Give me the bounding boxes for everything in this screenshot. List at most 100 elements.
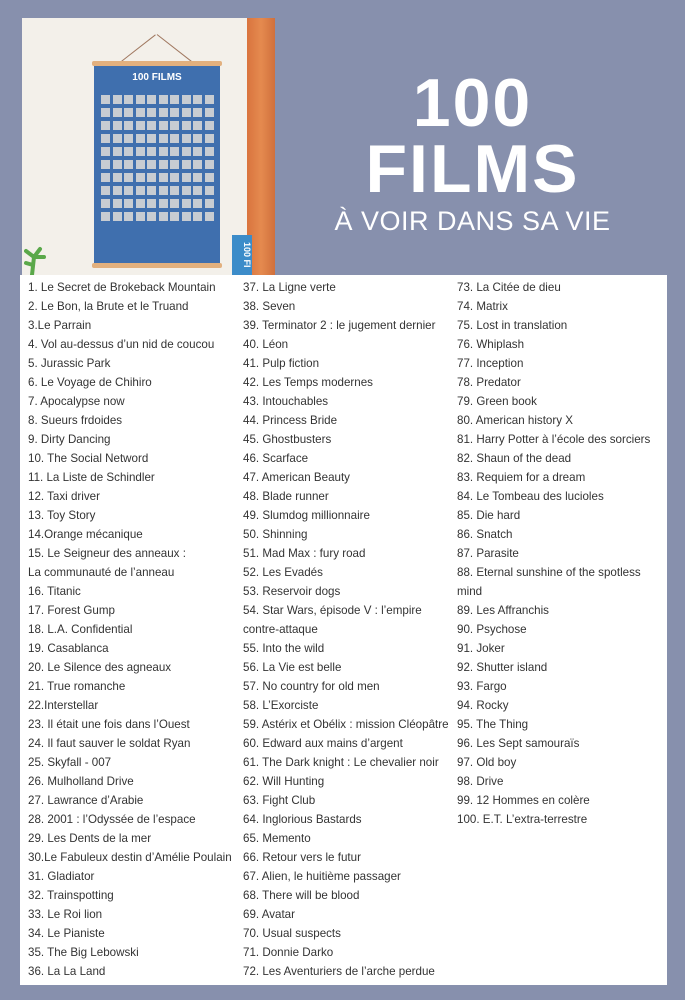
title-subtitle: À VOIR DANS SA VIE (334, 206, 611, 236)
film-item: 70. Usual suspects (243, 927, 341, 940)
film-item: 43. Intouchables (243, 395, 329, 408)
film-item: 8. Sueurs frdoides (28, 414, 123, 427)
poster-cell (101, 134, 110, 143)
poster-cell (204, 134, 214, 143)
film-item: 91. Joker (457, 642, 505, 655)
film-item: 62. Will Hunting (243, 775, 325, 788)
poster-cell (181, 134, 191, 143)
poster-cell (124, 147, 133, 156)
film-item: 69. Avatar (243, 908, 295, 921)
poster-cell (158, 121, 168, 130)
poster-cell (101, 147, 110, 156)
poster-cell (204, 147, 214, 156)
poster-cell (147, 121, 156, 130)
film-item: 90. Psychose (457, 623, 527, 636)
poster-cell (147, 212, 156, 221)
film-item: 16. Titanic (28, 585, 81, 598)
film-item: 12. Taxi driver (28, 490, 100, 503)
film-item: 42. Les Temps modernes (243, 376, 373, 389)
film-item: 29. Les Dents de la mer (28, 832, 152, 845)
poster-cell (193, 121, 202, 130)
poster-cell (124, 121, 133, 130)
film-item: 10. The Social Netword (28, 452, 149, 465)
poster-cell (112, 212, 122, 221)
poster-cell (124, 95, 133, 104)
poster-cell (135, 134, 145, 143)
poster-cell (170, 173, 179, 182)
poster-cell (158, 186, 168, 195)
film-item: 6. Le Voyage de Chihiro (28, 376, 152, 389)
poster-cell (135, 212, 145, 221)
film-item: 37. La Ligne verte (243, 281, 336, 294)
film-item: 57. No country for old men (243, 680, 380, 693)
poster-cell (135, 173, 145, 182)
poster-cell (170, 108, 179, 117)
poster-cell (135, 108, 145, 117)
film-item: 47. American Beauty (243, 471, 350, 484)
film-item: 14.Orange mécanique (28, 528, 143, 541)
film-item: 79. Green book (457, 395, 537, 408)
poster-cell (135, 199, 145, 208)
film-item: 48. Blade runner (243, 490, 329, 503)
film-column-1: 1. Le Secret de Brokeback Mountain 2. Le … (28, 278, 232, 981)
film-item: 45. Ghostbusters (243, 433, 332, 446)
film-item: 94. Rocky (457, 699, 509, 712)
film-item: 34. Le Pianiste (28, 927, 105, 940)
film-item: 67. Alien, le huitième passager (243, 870, 401, 883)
film-item: 46. Scarface (243, 452, 309, 465)
film-item: 26. Mulholland Drive (28, 775, 134, 788)
film-item: 2. Le Bon, la Brute et le Truand (28, 300, 189, 313)
film-item: 1. Le Secret de Brokeback Mountain (28, 281, 216, 294)
poster-cell (193, 95, 202, 104)
poster-cell (101, 160, 110, 169)
poster-cell (170, 147, 179, 156)
film-item: 19. Casablanca (28, 642, 109, 655)
film-item: 36. La La Land (28, 965, 106, 978)
poster-cell (181, 186, 191, 195)
hanging-string (156, 34, 193, 63)
scratch-poster: 100 FILMS (94, 65, 220, 265)
film-item: 66. Retour vers le futur (243, 851, 361, 864)
poster-cell (147, 186, 156, 195)
film-item: 40. Léon (243, 338, 289, 351)
poster-cell (193, 186, 202, 195)
poster-cell (158, 160, 168, 169)
film-item: 96. Les Sept samouraïs (457, 737, 580, 750)
film-item: 52. Les Evadés (243, 566, 323, 579)
film-item: 97. Old boy (457, 756, 517, 769)
poster-cell (124, 212, 133, 221)
poster-cell (193, 199, 202, 208)
film-column-2: 37. La Ligne verte 38. Seven 39. Terminato… (243, 278, 449, 981)
poster-cell (181, 95, 191, 104)
film-item: 58. L’Exorciste (243, 699, 319, 712)
film-item: 86. Snatch (457, 528, 513, 541)
poster-cell (124, 160, 133, 169)
poster-cell (101, 212, 110, 221)
poster-cell (181, 108, 191, 117)
film-item: 88. Eternal sunshine of the spotless min… (457, 566, 641, 598)
poster-cell (193, 212, 202, 221)
poster-cell (158, 199, 168, 208)
hanging-string (119, 34, 156, 63)
film-item: 25. Skyfall - 007 (28, 756, 112, 769)
poster-cell (181, 173, 191, 182)
poster-cell (147, 108, 156, 117)
film-item: 92. Shutter island (457, 661, 548, 674)
film-item: 77. Inception (457, 357, 524, 370)
poster-cell (170, 199, 179, 208)
film-item: 81. Harry Potter à l’école des sorciers (457, 433, 651, 446)
poster-cell (193, 160, 202, 169)
film-item: 3.Le Parrain (28, 319, 92, 332)
poster-cell (170, 186, 179, 195)
poster-cell (204, 121, 214, 130)
poster-cell (204, 95, 214, 104)
film-item: 53. Reservoir dogs (243, 585, 341, 598)
film-item: 49. Slumdog millionnaire (243, 509, 370, 522)
poster-cell (101, 121, 110, 130)
film-column-3: 73. La Citée de dieu 74. Matrix 75. Lost i… (457, 278, 667, 829)
poster-title: 100 FILMS (132, 72, 182, 83)
poster-cell (158, 212, 168, 221)
film-item: 32. Trainspotting (28, 889, 114, 902)
film-item: 98. Drive (457, 775, 504, 788)
film-item: 75. Lost in translation (457, 319, 568, 332)
